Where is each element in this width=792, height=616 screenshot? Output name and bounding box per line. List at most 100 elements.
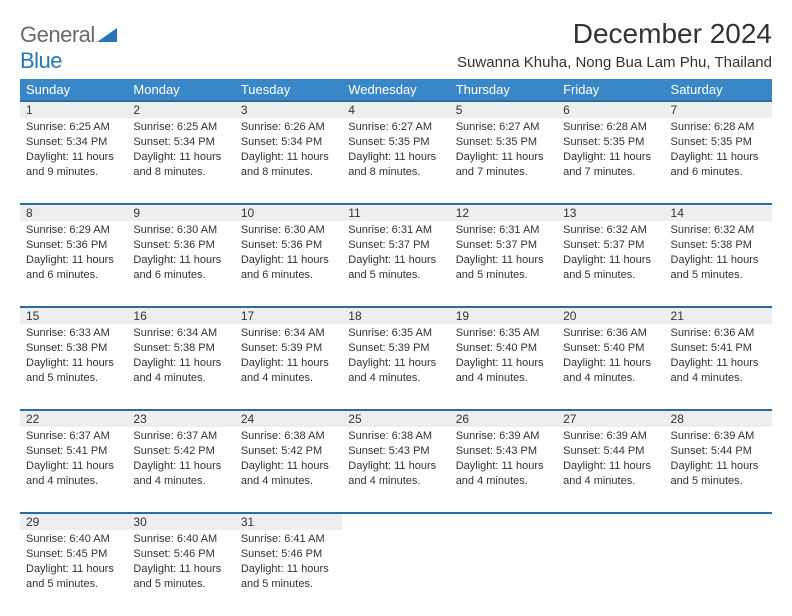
empty-cell (342, 530, 449, 616)
day-cell: Sunrise: 6:36 AMSunset: 5:41 PMDaylight:… (665, 324, 772, 410)
day-number-cell: 10 (235, 204, 342, 221)
day-number-cell: 14 (665, 204, 772, 221)
daylight-text: Daylight: 11 hours and 4 minutes. (456, 356, 551, 386)
day-number-row: 1234567 (20, 101, 772, 118)
sunset-text: Sunset: 5:44 PM (671, 444, 766, 459)
sunset-text: Sunset: 5:39 PM (348, 341, 443, 356)
sunset-text: Sunset: 5:39 PM (241, 341, 336, 356)
day-number-cell: 11 (342, 204, 449, 221)
sunset-text: Sunset: 5:42 PM (133, 444, 228, 459)
brand-logo: General Blue (20, 22, 117, 74)
daylight-text: Daylight: 11 hours and 5 minutes. (26, 356, 121, 386)
sunrise-text: Sunrise: 6:36 AM (671, 326, 766, 341)
weekday-header: Thursday (450, 79, 557, 101)
daylight-text: Daylight: 11 hours and 5 minutes. (563, 253, 658, 283)
day-number-cell: 28 (665, 410, 772, 427)
sunset-text: Sunset: 5:46 PM (133, 547, 228, 562)
sunset-text: Sunset: 5:34 PM (241, 135, 336, 150)
day-cell: Sunrise: 6:30 AMSunset: 5:36 PMDaylight:… (235, 221, 342, 307)
daylight-text: Daylight: 11 hours and 4 minutes. (241, 356, 336, 386)
day-number-cell: 26 (450, 410, 557, 427)
day-number-cell: 21 (665, 307, 772, 324)
sunset-text: Sunset: 5:36 PM (26, 238, 121, 253)
daylight-text: Daylight: 11 hours and 4 minutes. (563, 356, 658, 386)
sunrise-text: Sunrise: 6:34 AM (133, 326, 228, 341)
day-number-cell: 12 (450, 204, 557, 221)
day-cell: Sunrise: 6:25 AMSunset: 5:34 PMDaylight:… (20, 118, 127, 204)
day-cell: Sunrise: 6:31 AMSunset: 5:37 PMDaylight:… (342, 221, 449, 307)
sunset-text: Sunset: 5:37 PM (563, 238, 658, 253)
day-number-cell: 9 (127, 204, 234, 221)
sunset-text: Sunset: 5:35 PM (348, 135, 443, 150)
sunrise-text: Sunrise: 6:27 AM (456, 120, 551, 135)
day-cell: Sunrise: 6:28 AMSunset: 5:35 PMDaylight:… (665, 118, 772, 204)
daylight-text: Daylight: 11 hours and 7 minutes. (456, 150, 551, 180)
weekday-header: Sunday (20, 79, 127, 101)
day-cell: Sunrise: 6:40 AMSunset: 5:45 PMDaylight:… (20, 530, 127, 616)
sunrise-text: Sunrise: 6:32 AM (671, 223, 766, 238)
day-number-cell: 17 (235, 307, 342, 324)
brand-word2: Blue (20, 48, 62, 73)
brand-word1: General (20, 22, 95, 47)
sunset-text: Sunset: 5:36 PM (133, 238, 228, 253)
day-number-cell: 16 (127, 307, 234, 324)
sunrise-text: Sunrise: 6:33 AM (26, 326, 121, 341)
day-cell: Sunrise: 6:39 AMSunset: 5:43 PMDaylight:… (450, 427, 557, 513)
sunrise-text: Sunrise: 6:38 AM (241, 429, 336, 444)
day-cell: Sunrise: 6:36 AMSunset: 5:40 PMDaylight:… (557, 324, 664, 410)
day-cell: Sunrise: 6:31 AMSunset: 5:37 PMDaylight:… (450, 221, 557, 307)
daylight-text: Daylight: 11 hours and 5 minutes. (671, 253, 766, 283)
empty-cell (665, 530, 772, 616)
sunset-text: Sunset: 5:38 PM (671, 238, 766, 253)
daylight-text: Daylight: 11 hours and 9 minutes. (26, 150, 121, 180)
sunrise-text: Sunrise: 6:31 AM (456, 223, 551, 238)
daylight-text: Daylight: 11 hours and 4 minutes. (133, 459, 228, 489)
empty-cell (342, 513, 449, 530)
sunrise-text: Sunrise: 6:30 AM (241, 223, 336, 238)
sunrise-text: Sunrise: 6:30 AM (133, 223, 228, 238)
month-title: December 2024 (457, 18, 772, 50)
weekday-header: Monday (127, 79, 234, 101)
sunrise-text: Sunrise: 6:28 AM (671, 120, 766, 135)
daylight-text: Daylight: 11 hours and 4 minutes. (671, 356, 766, 386)
sunrise-text: Sunrise: 6:40 AM (133, 532, 228, 547)
weekday-header: Saturday (665, 79, 772, 101)
day-cell: Sunrise: 6:37 AMSunset: 5:41 PMDaylight:… (20, 427, 127, 513)
sunset-text: Sunset: 5:43 PM (456, 444, 551, 459)
day-content-row: Sunrise: 6:33 AMSunset: 5:38 PMDaylight:… (20, 324, 772, 410)
daylight-text: Daylight: 11 hours and 5 minutes. (241, 562, 336, 592)
sunrise-text: Sunrise: 6:36 AM (563, 326, 658, 341)
empty-cell (665, 513, 772, 530)
location-text: Suwanna Khuha, Nong Bua Lam Phu, Thailan… (457, 54, 772, 71)
day-cell: Sunrise: 6:32 AMSunset: 5:37 PMDaylight:… (557, 221, 664, 307)
day-number-cell: 23 (127, 410, 234, 427)
sunset-text: Sunset: 5:38 PM (26, 341, 121, 356)
daylight-text: Daylight: 11 hours and 6 minutes. (133, 253, 228, 283)
day-content-row: Sunrise: 6:25 AMSunset: 5:34 PMDaylight:… (20, 118, 772, 204)
sunrise-text: Sunrise: 6:40 AM (26, 532, 121, 547)
day-number-row: 15161718192021 (20, 307, 772, 324)
daylight-text: Daylight: 11 hours and 6 minutes. (26, 253, 121, 283)
sunrise-text: Sunrise: 6:28 AM (563, 120, 658, 135)
sunrise-text: Sunrise: 6:35 AM (456, 326, 551, 341)
daylight-text: Daylight: 11 hours and 4 minutes. (26, 459, 121, 489)
empty-cell (557, 513, 664, 530)
sunset-text: Sunset: 5:40 PM (563, 341, 658, 356)
sunrise-text: Sunrise: 6:37 AM (133, 429, 228, 444)
day-cell: Sunrise: 6:34 AMSunset: 5:38 PMDaylight:… (127, 324, 234, 410)
logo-triangle-icon (97, 28, 117, 42)
day-cell: Sunrise: 6:29 AMSunset: 5:36 PMDaylight:… (20, 221, 127, 307)
day-cell: Sunrise: 6:32 AMSunset: 5:38 PMDaylight:… (665, 221, 772, 307)
daylight-text: Daylight: 11 hours and 5 minutes. (348, 253, 443, 283)
sunrise-text: Sunrise: 6:39 AM (456, 429, 551, 444)
day-content-row: Sunrise: 6:29 AMSunset: 5:36 PMDaylight:… (20, 221, 772, 307)
day-number-row: 22232425262728 (20, 410, 772, 427)
day-cell: Sunrise: 6:35 AMSunset: 5:40 PMDaylight:… (450, 324, 557, 410)
sunset-text: Sunset: 5:46 PM (241, 547, 336, 562)
daylight-text: Daylight: 11 hours and 7 minutes. (563, 150, 658, 180)
sunrise-text: Sunrise: 6:29 AM (26, 223, 121, 238)
daylight-text: Daylight: 11 hours and 6 minutes. (671, 150, 766, 180)
sunset-text: Sunset: 5:44 PM (563, 444, 658, 459)
sunrise-text: Sunrise: 6:27 AM (348, 120, 443, 135)
day-number-cell: 4 (342, 101, 449, 118)
